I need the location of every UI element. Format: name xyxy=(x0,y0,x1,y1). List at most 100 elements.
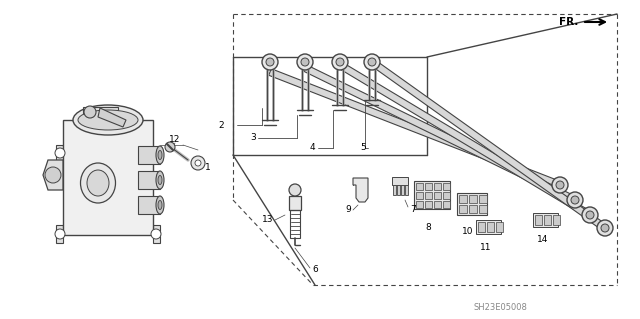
Bar xyxy=(397,185,400,195)
Circle shape xyxy=(45,167,61,183)
Circle shape xyxy=(364,54,380,70)
Circle shape xyxy=(332,54,348,70)
Text: SH23E05008: SH23E05008 xyxy=(473,303,527,313)
Text: 12: 12 xyxy=(170,136,180,145)
Bar xyxy=(290,210,300,238)
Bar xyxy=(457,193,487,215)
Text: 9: 9 xyxy=(345,205,351,214)
Circle shape xyxy=(191,156,205,170)
Circle shape xyxy=(84,106,96,118)
Text: 1: 1 xyxy=(205,164,211,173)
Bar xyxy=(401,185,404,195)
Ellipse shape xyxy=(158,175,162,184)
Circle shape xyxy=(552,177,568,193)
Circle shape xyxy=(336,58,344,66)
Bar xyxy=(469,205,477,213)
Circle shape xyxy=(597,220,613,236)
Bar xyxy=(434,183,441,190)
Text: 8: 8 xyxy=(425,224,431,233)
Bar xyxy=(416,192,423,199)
Circle shape xyxy=(151,229,161,239)
Polygon shape xyxy=(138,146,160,164)
Bar xyxy=(496,222,503,232)
Ellipse shape xyxy=(81,163,115,203)
Circle shape xyxy=(297,54,313,70)
Bar xyxy=(393,185,396,195)
Text: 3: 3 xyxy=(250,133,256,143)
Circle shape xyxy=(266,58,274,66)
Circle shape xyxy=(582,207,598,223)
Bar xyxy=(416,183,423,190)
Polygon shape xyxy=(303,65,577,203)
Polygon shape xyxy=(138,196,160,214)
Bar xyxy=(487,222,494,232)
Bar xyxy=(479,205,487,213)
Bar xyxy=(476,220,501,234)
Ellipse shape xyxy=(156,196,164,214)
Ellipse shape xyxy=(158,201,162,210)
Circle shape xyxy=(55,229,65,239)
Bar xyxy=(289,196,301,210)
Bar xyxy=(469,195,477,203)
Polygon shape xyxy=(83,107,118,117)
Circle shape xyxy=(368,58,376,66)
Bar xyxy=(443,183,450,190)
Circle shape xyxy=(195,160,201,166)
Bar xyxy=(533,213,558,227)
Bar xyxy=(544,215,551,225)
Bar xyxy=(392,177,408,185)
Bar xyxy=(553,215,560,225)
Bar xyxy=(434,201,441,208)
Ellipse shape xyxy=(156,146,164,164)
Ellipse shape xyxy=(156,171,164,189)
Polygon shape xyxy=(269,69,561,188)
Circle shape xyxy=(55,148,65,158)
Bar xyxy=(459,195,467,203)
Circle shape xyxy=(586,211,594,219)
Circle shape xyxy=(289,184,301,196)
Polygon shape xyxy=(63,120,153,235)
Bar xyxy=(443,201,450,208)
Bar xyxy=(479,195,487,203)
Bar xyxy=(459,205,467,213)
Ellipse shape xyxy=(73,105,143,135)
Text: 6: 6 xyxy=(312,265,317,275)
Text: 2: 2 xyxy=(218,121,223,130)
Bar xyxy=(478,222,485,232)
Text: 14: 14 xyxy=(537,235,548,244)
Circle shape xyxy=(571,196,579,204)
Bar xyxy=(425,201,432,208)
Circle shape xyxy=(567,192,583,208)
Bar xyxy=(414,181,450,209)
Ellipse shape xyxy=(78,110,138,130)
Circle shape xyxy=(601,224,609,232)
Bar xyxy=(443,192,450,199)
Circle shape xyxy=(301,58,309,66)
Circle shape xyxy=(556,181,564,189)
Polygon shape xyxy=(56,145,63,160)
Text: 4: 4 xyxy=(310,144,316,152)
Text: 13: 13 xyxy=(262,216,273,225)
Bar xyxy=(425,192,432,199)
Bar xyxy=(405,185,408,195)
Bar xyxy=(434,192,441,199)
Text: 5: 5 xyxy=(360,144,365,152)
Circle shape xyxy=(165,142,175,152)
Polygon shape xyxy=(338,62,592,218)
Polygon shape xyxy=(153,225,160,243)
Circle shape xyxy=(262,54,278,70)
Text: 11: 11 xyxy=(480,243,492,253)
Text: FR.: FR. xyxy=(559,17,578,27)
Polygon shape xyxy=(370,59,607,231)
Bar xyxy=(425,183,432,190)
Ellipse shape xyxy=(158,151,162,160)
Bar xyxy=(416,201,423,208)
Text: 10: 10 xyxy=(462,227,474,236)
Text: 7: 7 xyxy=(410,205,416,214)
Polygon shape xyxy=(138,171,160,189)
Polygon shape xyxy=(43,160,63,190)
Polygon shape xyxy=(56,225,63,243)
Ellipse shape xyxy=(87,170,109,196)
Bar xyxy=(535,215,542,225)
Polygon shape xyxy=(98,108,126,127)
